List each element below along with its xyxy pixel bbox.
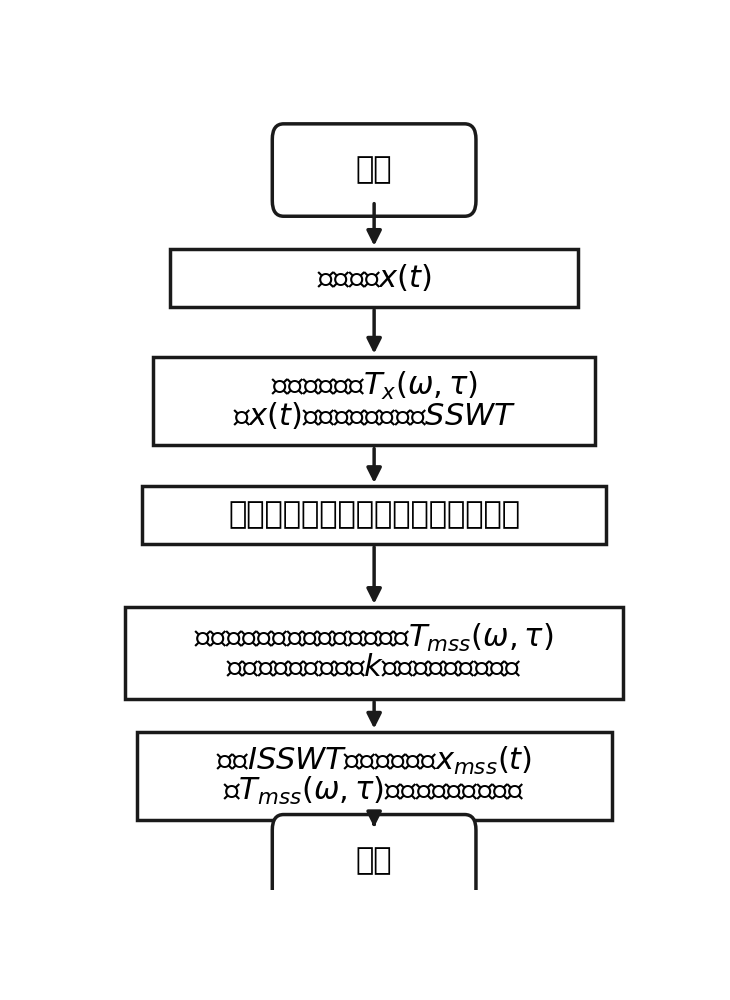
Text: 以脊线为中心，上下$k$个频率间隔的范围为: 以脊线为中心，上下$k$个频率间隔的范围为 <box>226 653 522 682</box>
Text: 开始: 开始 <box>356 156 393 185</box>
Text: 获得时频分布$T_x(\omega,\tau)$: 获得时频分布$T_x(\omega,\tau)$ <box>271 370 477 402</box>
Text: 变换$ISSWT$得抑制后信号$x_{mss}(t)$: 变换$ISSWT$得抑制后信号$x_{mss}(t)$ <box>216 745 532 777</box>
Bar <box>137 732 612 820</box>
Text: 结束: 结束 <box>356 846 393 875</box>
Text: 输入信号$x(t)$: 输入信号$x(t)$ <box>317 262 431 293</box>
Bar <box>142 486 606 544</box>
Text: 对$x(t)$同步压缩小波变换$SSWT$: 对$x(t)$同步压缩小波变换$SSWT$ <box>233 400 515 431</box>
FancyBboxPatch shape <box>272 124 476 216</box>
Text: 利用脊提取方法确定主信号时频脊线: 利用脊提取方法确定主信号时频脊线 <box>228 501 520 530</box>
Text: 主信号区域，区域内系数置零得$T_{mss}(\omega,\tau)$: 主信号区域，区域内系数置零得$T_{mss}(\omega,\tau)$ <box>194 622 554 654</box>
Bar <box>153 357 595 445</box>
FancyBboxPatch shape <box>272 815 476 907</box>
Bar <box>126 607 623 699</box>
Text: 对$T_{mss}(\omega,\tau)$进行同步压缩小波反: 对$T_{mss}(\omega,\tau)$进行同步压缩小波反 <box>223 775 525 807</box>
Bar <box>171 249 578 307</box>
